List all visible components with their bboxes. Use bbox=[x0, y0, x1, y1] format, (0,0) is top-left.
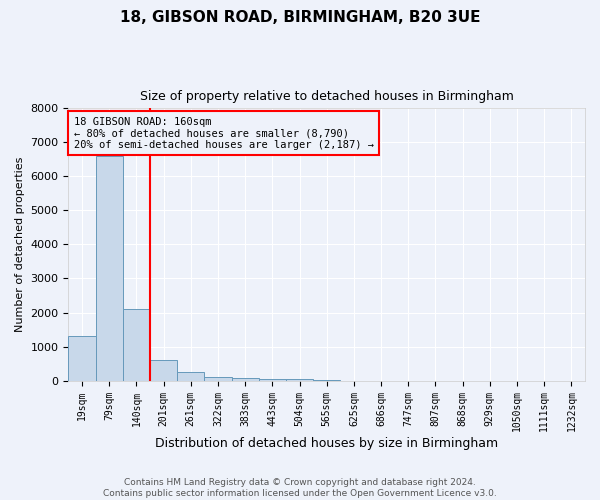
Bar bbox=[68, 336, 95, 380]
X-axis label: Distribution of detached houses by size in Birmingham: Distribution of detached houses by size … bbox=[155, 437, 498, 450]
Bar bbox=[205, 377, 232, 380]
Bar bbox=[177, 372, 205, 380]
Bar bbox=[95, 156, 123, 380]
Bar bbox=[123, 309, 150, 380]
Bar bbox=[150, 360, 177, 380]
Title: Size of property relative to detached houses in Birmingham: Size of property relative to detached ho… bbox=[140, 90, 514, 103]
Text: 18 GIBSON ROAD: 160sqm
← 80% of detached houses are smaller (8,790)
20% of semi-: 18 GIBSON ROAD: 160sqm ← 80% of detached… bbox=[74, 116, 374, 150]
Text: 18, GIBSON ROAD, BIRMINGHAM, B20 3UE: 18, GIBSON ROAD, BIRMINGHAM, B20 3UE bbox=[120, 10, 480, 25]
Y-axis label: Number of detached properties: Number of detached properties bbox=[15, 157, 25, 332]
Text: Contains HM Land Registry data © Crown copyright and database right 2024.
Contai: Contains HM Land Registry data © Crown c… bbox=[103, 478, 497, 498]
Bar bbox=[259, 379, 286, 380]
Bar bbox=[232, 378, 259, 380]
Bar bbox=[286, 379, 313, 380]
